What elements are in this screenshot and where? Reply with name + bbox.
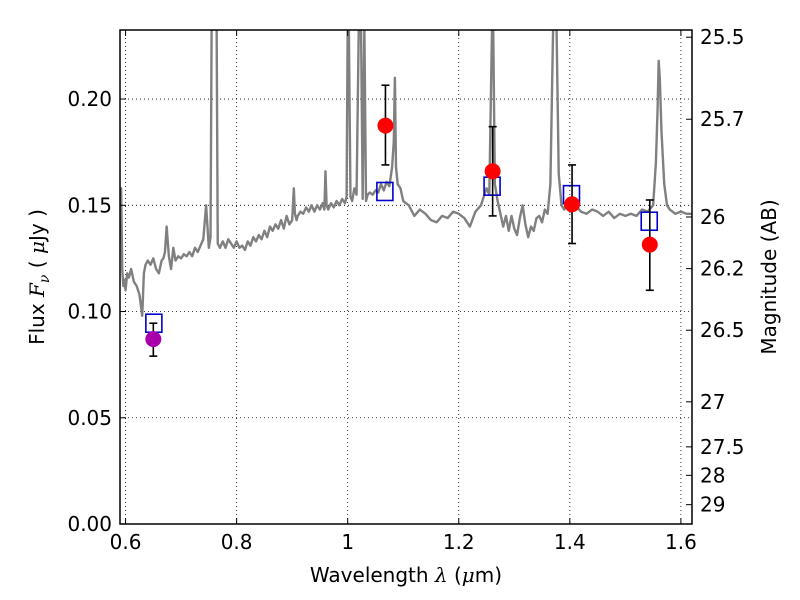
- y2-tick-label: 26.5: [700, 318, 745, 342]
- y2-tick-label: 26.2: [700, 257, 745, 281]
- y-tick-label: 0.15: [67, 193, 112, 217]
- plot-frame: [119, 29, 693, 525]
- observed-point: [145, 331, 162, 348]
- grid: [120, 30, 692, 525]
- y2-tick-label: 29: [700, 493, 725, 517]
- y2-tick-label: 27.5: [700, 435, 745, 459]
- y-tick-label: 0.20: [67, 87, 112, 111]
- x-tick-label: 0.8: [221, 530, 253, 554]
- observed-point: [564, 196, 581, 213]
- axes: 0.6 0.8 1 1.2 1.4 1.6 0.00 0.05 0.10 0.15 0.20 25.5…: [67, 25, 744, 554]
- y2-tick-label: 25.7: [700, 107, 745, 131]
- spectrum-line: [120, 30, 692, 317]
- y2-tick-label: 26: [700, 205, 725, 229]
- y2-tick-label: 27: [700, 390, 725, 414]
- observed-point: [484, 163, 501, 180]
- y-tick-label: 0.05: [67, 406, 112, 430]
- y2-axis-label: Magnitude (AB): [757, 199, 781, 354]
- x-tick-label: 1.2: [443, 530, 475, 554]
- plot-area: [120, 30, 692, 357]
- y2-tick-label: 28: [700, 463, 725, 487]
- x-axis-label: Wavelength λ (μm): [310, 563, 502, 587]
- observed-point: [641, 236, 658, 253]
- y-tick-label: 0.10: [67, 300, 112, 324]
- x-tick-label: 1: [341, 530, 354, 554]
- x-tick-label: 1.4: [554, 530, 586, 554]
- model-square-point: [376, 181, 394, 202]
- y-axis-label: Flux Fν ( μJy ): [25, 209, 53, 345]
- x-tick-label: 0.6: [110, 530, 142, 554]
- y-tick-label: 0.00: [67, 512, 112, 536]
- observed-point: [377, 117, 394, 134]
- x-tick-label: 1.6: [665, 530, 697, 554]
- y2-tick-label: 25.5: [700, 25, 745, 49]
